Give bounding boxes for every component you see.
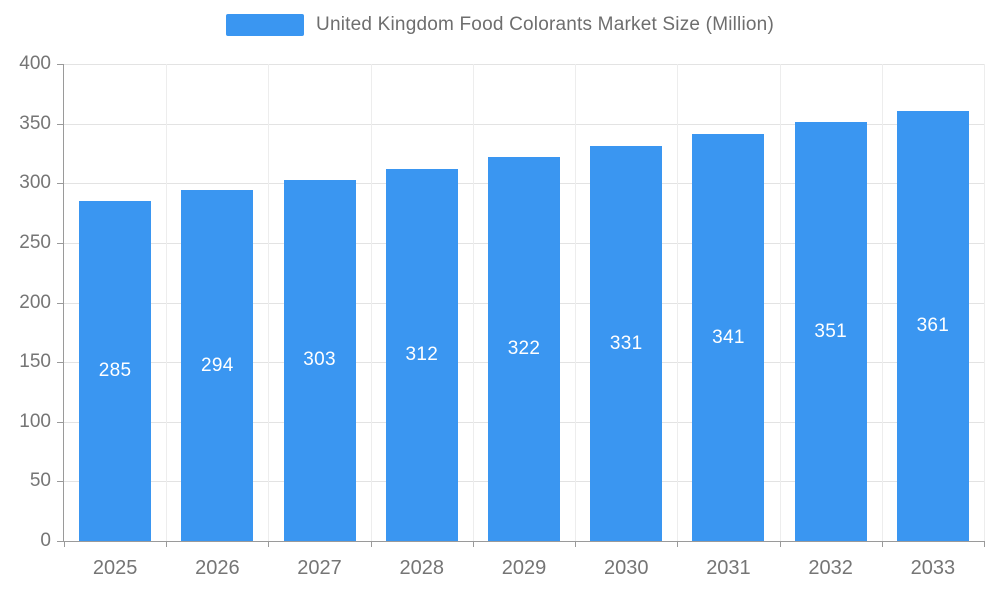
y-tick-mark — [57, 302, 63, 304]
x-tick-label-2025: 2025 — [92, 557, 138, 579]
x-axis-line — [63, 541, 984, 542]
bar-value-label: 303 — [303, 349, 336, 371]
bar-2028[interactable]: 312 — [385, 168, 458, 541]
x-tick-label-2029: 2029 — [501, 557, 547, 579]
gridline-vertical — [370, 64, 372, 541]
x-tick-label-2026: 2026 — [195, 557, 240, 579]
y-tick-label: 200 — [19, 291, 51, 313]
y-tick-label: 350 — [19, 112, 51, 134]
x-tick-mark — [472, 541, 474, 547]
x-tick-label-2031: 2031 — [706, 557, 751, 579]
bar-value-label: 361 — [916, 314, 950, 336]
y-tick-label: 150 — [19, 351, 51, 373]
bar-2032[interactable]: 351 — [794, 122, 867, 541]
bar-value-label: 341 — [712, 326, 745, 348]
gridline-vertical — [881, 64, 883, 541]
y-tick-label: 0 — [40, 530, 51, 551]
x-axis: 2025 2026 2027 2028 2029 2030 2031 2032 2033 — [64, 541, 985, 591]
bar-2026[interactable]: 294 — [181, 190, 254, 541]
plot-area: 285 294 303 312 322 331 341 351 361 — [63, 64, 985, 542]
y-tick-mark — [57, 183, 63, 185]
bar-value-label: 312 — [405, 343, 439, 365]
bar-value-label: 331 — [609, 332, 643, 354]
y-tick-label: 300 — [19, 172, 51, 194]
y-axis-line — [63, 64, 64, 541]
gridline-vertical — [677, 64, 679, 541]
x-tick-mark — [677, 541, 679, 547]
bar-2031[interactable]: 341 — [692, 134, 765, 541]
bar-2030[interactable]: 331 — [590, 146, 663, 541]
gridline-horizontal — [64, 123, 984, 125]
x-tick-mark — [166, 541, 168, 547]
x-tick-mark — [575, 541, 577, 547]
y-tick-label: 100 — [19, 410, 51, 432]
bar-value-label: 285 — [98, 360, 132, 382]
y-tick-mark — [57, 421, 63, 423]
gridline-vertical — [575, 64, 577, 541]
bar-value-label: 294 — [201, 354, 234, 376]
y-tick-mark — [57, 64, 63, 65]
y-axis: 0 50 100 150 200 250 300 350 400 — [0, 53, 63, 551]
x-tick-mark — [370, 541, 372, 547]
x-tick-label-2033: 2033 — [910, 557, 956, 579]
gridline-vertical — [779, 64, 781, 541]
x-tick-label-2032: 2032 — [808, 557, 853, 579]
bar-2033[interactable]: 361 — [896, 110, 969, 541]
bar-2029[interactable]: 322 — [488, 157, 560, 541]
gridline-horizontal — [64, 64, 984, 65]
x-tick-label-2027: 2027 — [297, 557, 342, 579]
y-tick-label: 50 — [29, 470, 51, 492]
y-tick-mark — [57, 242, 63, 244]
x-tick-mark — [268, 541, 270, 547]
gridline-vertical — [166, 64, 168, 541]
chart-title: United Kingdom Food Colorants Market Siz… — [316, 14, 774, 35]
legend-swatch[interactable] — [226, 14, 305, 36]
x-tick-label-2028: 2028 — [399, 557, 445, 579]
x-tick-mark — [64, 541, 65, 547]
y-tick-mark — [57, 481, 63, 483]
y-tick-label: 250 — [19, 231, 51, 253]
bar-value-label: 351 — [814, 320, 847, 342]
bar-2025[interactable]: 285 — [79, 201, 152, 541]
x-tick-label-2030: 2030 — [603, 557, 649, 579]
x-tick-mark — [881, 541, 883, 547]
gridline-vertical — [472, 64, 474, 541]
bar-value-label: 322 — [507, 338, 541, 359]
gridline-vertical — [984, 64, 985, 541]
y-tick-mark — [57, 362, 63, 364]
y-tick-mark — [57, 123, 63, 125]
gridline-vertical — [268, 64, 270, 541]
x-tick-mark — [779, 541, 781, 547]
bar-2027[interactable]: 303 — [283, 179, 356, 541]
y-tick-mark — [57, 541, 63, 542]
chart-legend: United Kingdom Food Colorants Market Siz… — [0, 14, 1000, 36]
x-tick-mark — [984, 541, 985, 547]
y-tick-label: 400 — [19, 53, 51, 74]
